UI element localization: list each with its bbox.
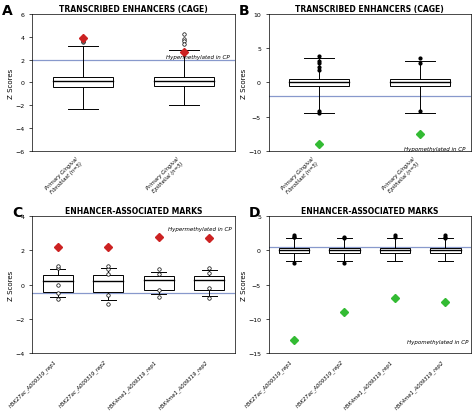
Text: Hypomethylated in CP: Hypomethylated in CP bbox=[407, 339, 468, 344]
Bar bbox=[93, 275, 123, 292]
Title: ENHANCER-ASSOCIATED MARKS: ENHANCER-ASSOCIATED MARKS bbox=[65, 207, 202, 216]
Text: C: C bbox=[12, 206, 22, 220]
Y-axis label: Z Scores: Z Scores bbox=[8, 68, 14, 98]
Y-axis label: Z Scores: Z Scores bbox=[241, 68, 246, 98]
Text: A: A bbox=[2, 4, 13, 18]
Bar bbox=[279, 248, 309, 254]
Bar bbox=[430, 248, 461, 254]
Text: Hypermethylated in CP: Hypermethylated in CP bbox=[166, 55, 229, 60]
Bar bbox=[144, 276, 174, 290]
Bar bbox=[390, 80, 450, 87]
Y-axis label: Z Scores: Z Scores bbox=[241, 270, 246, 300]
Bar bbox=[289, 80, 349, 87]
Bar bbox=[154, 78, 214, 87]
Bar bbox=[329, 248, 360, 254]
Title: TRANSCRIBED ENHANCERS (CAGE): TRANSCRIBED ENHANCERS (CAGE) bbox=[295, 5, 444, 14]
Title: TRANSCRIBED ENHANCERS (CAGE): TRANSCRIBED ENHANCERS (CAGE) bbox=[59, 5, 208, 14]
Text: D: D bbox=[248, 206, 260, 220]
Bar bbox=[380, 248, 410, 254]
Text: Hypomethylated in CP: Hypomethylated in CP bbox=[404, 146, 465, 151]
Y-axis label: Z Scores: Z Scores bbox=[8, 270, 14, 300]
Bar bbox=[53, 78, 113, 88]
Bar bbox=[43, 275, 73, 292]
Bar bbox=[194, 276, 224, 290]
Text: B: B bbox=[238, 4, 249, 18]
Text: Hypermethylated in CP: Hypermethylated in CP bbox=[168, 226, 232, 231]
Title: ENHANCER-ASSOCIATED MARKS: ENHANCER-ASSOCIATED MARKS bbox=[301, 207, 438, 216]
